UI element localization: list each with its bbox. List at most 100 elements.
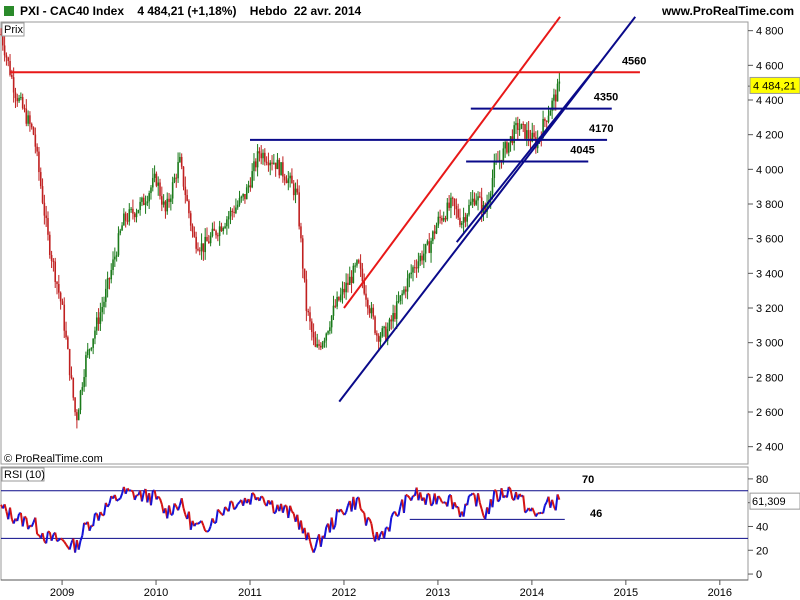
price-candle <box>14 92 17 99</box>
time-axis-label: 2015 <box>614 587 638 599</box>
rsi-line-segment <box>330 517 335 530</box>
price-candle <box>226 219 228 227</box>
price-candle <box>70 375 73 378</box>
price-candle <box>45 215 47 219</box>
rsi-line-segment <box>237 501 241 505</box>
price-candle <box>186 195 188 201</box>
price-candle <box>323 340 326 343</box>
price-candle <box>305 279 308 311</box>
price-candle <box>278 159 281 176</box>
price-candle <box>153 173 156 178</box>
price-candle <box>132 208 134 214</box>
price-candle <box>307 310 309 313</box>
price-candle <box>18 97 20 102</box>
price-candle <box>258 151 261 154</box>
rsi-line-segment <box>554 494 559 511</box>
rsi-line-segment <box>491 490 496 508</box>
price-candle <box>462 217 465 224</box>
price-candle <box>316 344 319 347</box>
price-candle <box>121 225 123 231</box>
price-candle <box>379 336 382 342</box>
price-candle <box>88 349 91 351</box>
price-candle <box>247 185 250 188</box>
time-axis-label: 2014 <box>520 587 544 599</box>
rsi-line-segment <box>271 500 275 514</box>
price-candle <box>489 193 492 200</box>
rsi-line-segment <box>140 492 145 502</box>
price-candle <box>56 281 58 285</box>
price-candle <box>377 335 380 342</box>
price-candle <box>264 152 266 162</box>
price-candle <box>21 97 24 109</box>
price-candle <box>554 94 557 102</box>
rsi-line-segment <box>68 542 73 550</box>
price-candle <box>395 301 398 319</box>
rsi-line-segment <box>480 508 485 517</box>
rsi-line-segment <box>518 493 523 498</box>
price-candle <box>531 132 534 142</box>
price-candle <box>112 259 114 270</box>
rsi-line-segment <box>222 506 227 516</box>
price-candle <box>117 233 120 256</box>
rsi-line-segment <box>79 535 84 542</box>
price-candle <box>300 226 302 239</box>
price-candle <box>347 282 349 285</box>
rsi-line-segment <box>227 501 232 512</box>
rsi-line-segment <box>129 489 132 492</box>
header-bar: PXI - CAC40 Index 4 484,21 (+1,18%) Hebd… <box>0 0 800 22</box>
rsi-line-segment <box>314 539 319 549</box>
prix-label: Prix <box>4 24 23 36</box>
rsi-line-segment <box>539 511 542 515</box>
rsi-label-box <box>1 467 45 482</box>
price-candle <box>164 201 167 212</box>
price-candle <box>41 186 44 203</box>
price-candle <box>318 344 320 346</box>
price-candle <box>336 296 338 307</box>
price-candle <box>81 387 84 391</box>
price-candle <box>215 230 217 236</box>
price-candle <box>213 228 216 231</box>
price-candle <box>262 152 264 159</box>
price-candle <box>105 288 107 302</box>
price-candle <box>388 319 391 330</box>
price-candle <box>144 203 147 205</box>
rsi-line-segment <box>472 492 475 496</box>
rsi-line-segment <box>230 500 233 503</box>
price-candle <box>294 188 297 196</box>
price-candle <box>432 231 434 241</box>
rsi-line-segment <box>77 540 82 550</box>
price-candle <box>29 115 31 124</box>
rsi-line-segment <box>367 516 371 520</box>
price-candle <box>74 397 76 413</box>
price-candle <box>325 333 328 341</box>
rsi-line-segment <box>217 508 221 513</box>
price-candle <box>504 142 506 149</box>
rsi-line-segment <box>118 497 121 501</box>
price-candle <box>439 216 441 218</box>
price-candle <box>466 214 468 222</box>
price-axis-label: 3 000 <box>756 338 784 350</box>
price-candle <box>437 216 440 226</box>
brand-link[interactable]: www.ProRealTime.com <box>661 4 794 18</box>
price-candle <box>502 148 505 163</box>
price-candle <box>188 200 190 214</box>
price-candle <box>430 240 432 253</box>
price-axis-label: 4 400 <box>756 95 784 107</box>
price-candle <box>298 192 300 227</box>
price-candle <box>123 213 125 226</box>
price-candle <box>475 200 478 205</box>
price-candle <box>139 201 141 210</box>
rsi-axis-label: 80 <box>756 474 768 486</box>
price-candle <box>480 197 483 213</box>
price-candle <box>58 284 60 293</box>
price-candle <box>520 123 523 129</box>
rsi-line-segment <box>345 505 349 513</box>
price-candle <box>103 301 105 307</box>
last-price: 4 484,21 (+1,18%) <box>137 4 237 18</box>
price-candle <box>518 128 521 130</box>
price-candle <box>11 74 13 78</box>
price-candle <box>146 201 149 204</box>
price-candle <box>460 223 463 225</box>
price-candle <box>506 142 508 153</box>
